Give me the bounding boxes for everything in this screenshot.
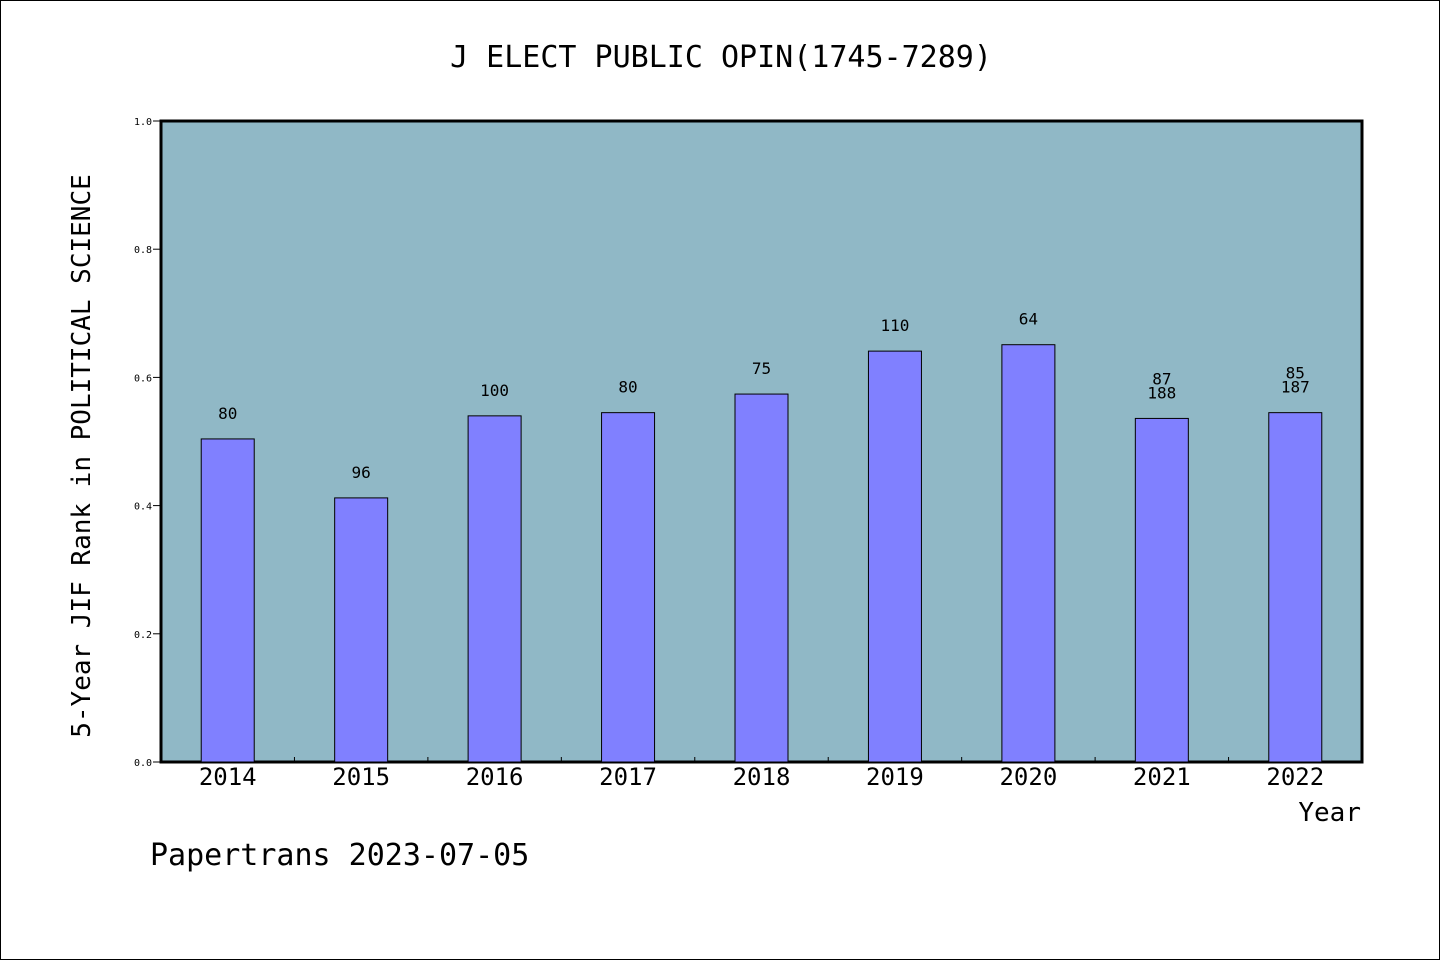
bar-2016 — [467, 415, 522, 763]
x-tick-label: 2017 — [599, 763, 657, 791]
y-tick-label: 0.4 — [134, 502, 152, 513]
data-label: 188 — [1147, 383, 1176, 402]
y-axis-tick-labels: 0.0 0.2 0.4 0.6 0.8 1.0 — [134, 117, 161, 769]
data-label: 80 — [618, 378, 637, 397]
y-tick-label: 0.2 — [134, 630, 152, 641]
x-tick-label: 2014 — [199, 763, 257, 791]
x-tick-label: 2016 — [466, 763, 524, 791]
data-label: 100 — [480, 381, 509, 400]
y-axis-label: 5-Year JIF Rank in POLITICAL SCIENCE — [67, 174, 97, 738]
data-label: 110 — [880, 316, 909, 335]
x-tick-label: 2021 — [1133, 763, 1191, 791]
y-tick-label: 0.8 — [134, 245, 152, 256]
data-label: 85 — [1286, 364, 1305, 383]
y-tick-label: 0.0 — [134, 758, 152, 769]
data-label: 87 — [1152, 369, 1171, 388]
x-axis-label: Year — [1298, 798, 1361, 828]
bar-series — [200, 344, 1323, 763]
data-label: 96 — [352, 463, 371, 482]
bar-2017 — [601, 412, 656, 763]
bar-2021 — [1134, 417, 1189, 763]
y-tick-label: 0.6 — [134, 373, 152, 384]
bar-2014 — [200, 438, 255, 763]
data-label: 80 — [218, 404, 237, 423]
footer-credit: Papertrans 2023-07-05 — [150, 838, 529, 873]
bar-2022 — [1268, 412, 1323, 763]
data-label: 187 — [1281, 378, 1310, 397]
y-tick-label: 1.0 — [134, 117, 152, 128]
bar-2019 — [867, 350, 922, 763]
bar-2015 — [334, 497, 389, 763]
x-tick-label: 2022 — [1266, 763, 1324, 791]
x-tick-label: 2018 — [733, 763, 791, 791]
bar-2018 — [734, 393, 789, 763]
data-label: 64 — [1019, 310, 1038, 329]
chart-title: J ELECT PUBLIC OPIN(1745-7289) — [450, 40, 992, 75]
x-axis-tick-labels: 2014 2015 2016 2017 2018 2019 2020 2021 2022 — [199, 757, 1324, 791]
x-tick-label: 2015 — [332, 763, 390, 791]
bar-2020 — [1001, 344, 1056, 763]
x-tick-label: 2020 — [999, 763, 1057, 791]
x-tick-label: 2019 — [866, 763, 924, 791]
data-label: 75 — [752, 359, 771, 378]
